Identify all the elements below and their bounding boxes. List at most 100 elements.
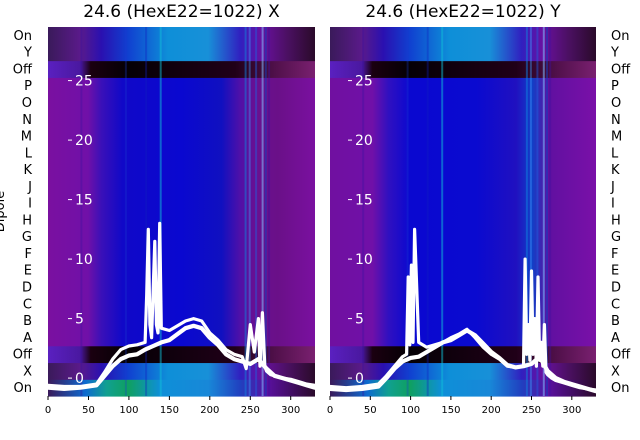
overlay-tick-label-0: 0 bbox=[75, 371, 84, 387]
heatmap-row-on-0 bbox=[330, 379, 596, 397]
heatmap-streak-6 bbox=[255, 27, 258, 396]
x-tick-label-6: 300 bbox=[281, 405, 300, 416]
y-tick-label-10: H bbox=[22, 213, 32, 228]
y-tick-label-6: D bbox=[611, 281, 621, 296]
heatmap-row-b-4 bbox=[48, 312, 315, 330]
heatmap-row-j-12 bbox=[48, 177, 315, 196]
heatmap-streak-9 bbox=[268, 27, 271, 396]
overlay-tick-label-2: 10 bbox=[355, 252, 373, 268]
overlay-tick-label-5: 25 bbox=[355, 74, 373, 90]
heatmap-row-e-7 bbox=[330, 261, 596, 280]
y-tick-label-9: G bbox=[611, 230, 621, 245]
heatmap-streak-8 bbox=[546, 27, 548, 396]
y-tick-label-12: J bbox=[27, 180, 32, 195]
overlay-tick-label-4: 20 bbox=[355, 133, 373, 149]
y-tick-label-5: C bbox=[23, 297, 32, 312]
y-tick-label-8: F bbox=[25, 247, 32, 262]
x-tick-label-0: 0 bbox=[327, 405, 333, 416]
heatmap-streak-5 bbox=[529, 27, 532, 396]
x-tick-label-0: 0 bbox=[45, 405, 51, 416]
heatmap-streak-7 bbox=[261, 27, 264, 396]
x-tick-label-5: 250 bbox=[241, 405, 260, 416]
heatmap-row-f-8 bbox=[48, 245, 315, 263]
heatmap-row-p-18 bbox=[48, 77, 315, 95]
overlay-tick-label-2: 10 bbox=[75, 252, 93, 268]
y-tick-label-8: F bbox=[611, 247, 618, 262]
heatmap-row-m-15 bbox=[48, 127, 315, 146]
y-tick-label-0: On bbox=[611, 381, 629, 396]
heatmap-streak-0 bbox=[80, 27, 83, 396]
heatmap-row-g-9 bbox=[48, 228, 315, 246]
y-tick-label-12: J bbox=[610, 180, 615, 195]
x-tick-label-4: 200 bbox=[200, 405, 219, 416]
heatmap-row-l-14 bbox=[48, 144, 315, 162]
overlay-tick-label-3: 15 bbox=[355, 193, 373, 209]
heatmap-row-l-14 bbox=[330, 144, 596, 162]
heatmap-streak-1 bbox=[406, 27, 409, 396]
overlay-tick-label-5: 25 bbox=[75, 74, 93, 90]
heatmap-row-g-9 bbox=[330, 228, 596, 246]
y-tick-label-18: P bbox=[611, 79, 619, 94]
heatmap-streak-9 bbox=[549, 27, 552, 396]
y-tick-label-1: X bbox=[611, 364, 620, 379]
heatmap-row-c-5 bbox=[330, 295, 596, 313]
y-tick-label-4: B bbox=[23, 314, 32, 329]
heatmap-row-d-6 bbox=[330, 278, 596, 296]
heatmap-row-n-16 bbox=[330, 110, 596, 129]
y-tick-label-20: Y bbox=[23, 46, 32, 61]
heatmap-row-o-17 bbox=[48, 94, 315, 112]
trace-line-2 bbox=[327, 328, 599, 394]
heatmap-streak-3 bbox=[441, 27, 444, 396]
heatmap-streak-2 bbox=[426, 27, 429, 396]
heatmap-row-h-10 bbox=[48, 211, 315, 229]
y-tick-label-18: P bbox=[24, 79, 32, 94]
heatmap-row-f-8 bbox=[330, 245, 596, 263]
heatmap-row-o-17 bbox=[330, 94, 596, 112]
heatmap-row-e-7 bbox=[48, 261, 315, 280]
y-tick-label-21: On bbox=[611, 29, 629, 44]
heatmap-row-m-15 bbox=[330, 127, 596, 146]
heatmap-row-k-13 bbox=[330, 161, 596, 179]
heatmap-streak-8 bbox=[264, 27, 267, 396]
y-tick-label-0: On bbox=[14, 381, 32, 396]
overlay-tick-label-1: 5 bbox=[75, 312, 84, 328]
x-tick-label-3: 150 bbox=[441, 405, 460, 416]
heatmap-row-on-21 bbox=[48, 27, 315, 45]
y-tick-label-2: Off bbox=[611, 348, 631, 363]
heatmap-streak-2 bbox=[145, 27, 148, 396]
heatmap-streak-0 bbox=[362, 27, 365, 396]
y-tick-label-5: C bbox=[611, 297, 620, 312]
y-tick-label-11: I bbox=[28, 197, 32, 212]
y-tick-label-21: On bbox=[14, 29, 32, 44]
y-tick-label-7: E bbox=[611, 264, 619, 279]
x-tick-label-4: 200 bbox=[482, 405, 501, 416]
y-tick-label-9: G bbox=[22, 230, 32, 245]
heatmap-row-y-20 bbox=[48, 43, 315, 62]
y-tick-label-1: X bbox=[23, 364, 32, 379]
heatmap-row-off-2 bbox=[48, 345, 315, 364]
heatmap-row-i-11 bbox=[330, 194, 596, 213]
heatmap-streak-4 bbox=[244, 27, 247, 396]
y-tick-label-6: D bbox=[22, 281, 32, 296]
x-tick-label-1: 50 bbox=[364, 405, 377, 416]
y-tick-label-13: K bbox=[23, 163, 32, 178]
x-tick-label-6: 300 bbox=[562, 405, 581, 416]
heatmap-row-k-13 bbox=[48, 161, 315, 179]
y-tick-label-14: L bbox=[25, 146, 33, 161]
overlay-tick-label-3: 15 bbox=[75, 193, 93, 209]
heatmap-row-off-19 bbox=[48, 60, 315, 78]
heatmap-streak-7 bbox=[542, 27, 545, 396]
trace-line-2 bbox=[45, 323, 318, 391]
chart-panel-2: 24.6 (HexE22=1022) YOnXOffABCDEFGHIJKLMN… bbox=[327, 2, 631, 416]
y-tick-label-10: H bbox=[611, 213, 621, 228]
chart-title: 24.6 (HexE22=1022) Y bbox=[365, 2, 561, 22]
heatmap-row-on-21 bbox=[330, 27, 596, 45]
x-tick-label-1: 50 bbox=[82, 405, 95, 416]
heatmap-row-on-0 bbox=[48, 379, 315, 397]
y-tick-label-2: Off bbox=[13, 348, 33, 363]
y-tick-label-11: I bbox=[611, 197, 615, 212]
y-tick-label-4: B bbox=[611, 314, 620, 329]
y-tick-label-13: K bbox=[611, 163, 620, 178]
heatmap-streak-1 bbox=[124, 27, 127, 396]
x-tick-label-5: 250 bbox=[522, 405, 541, 416]
